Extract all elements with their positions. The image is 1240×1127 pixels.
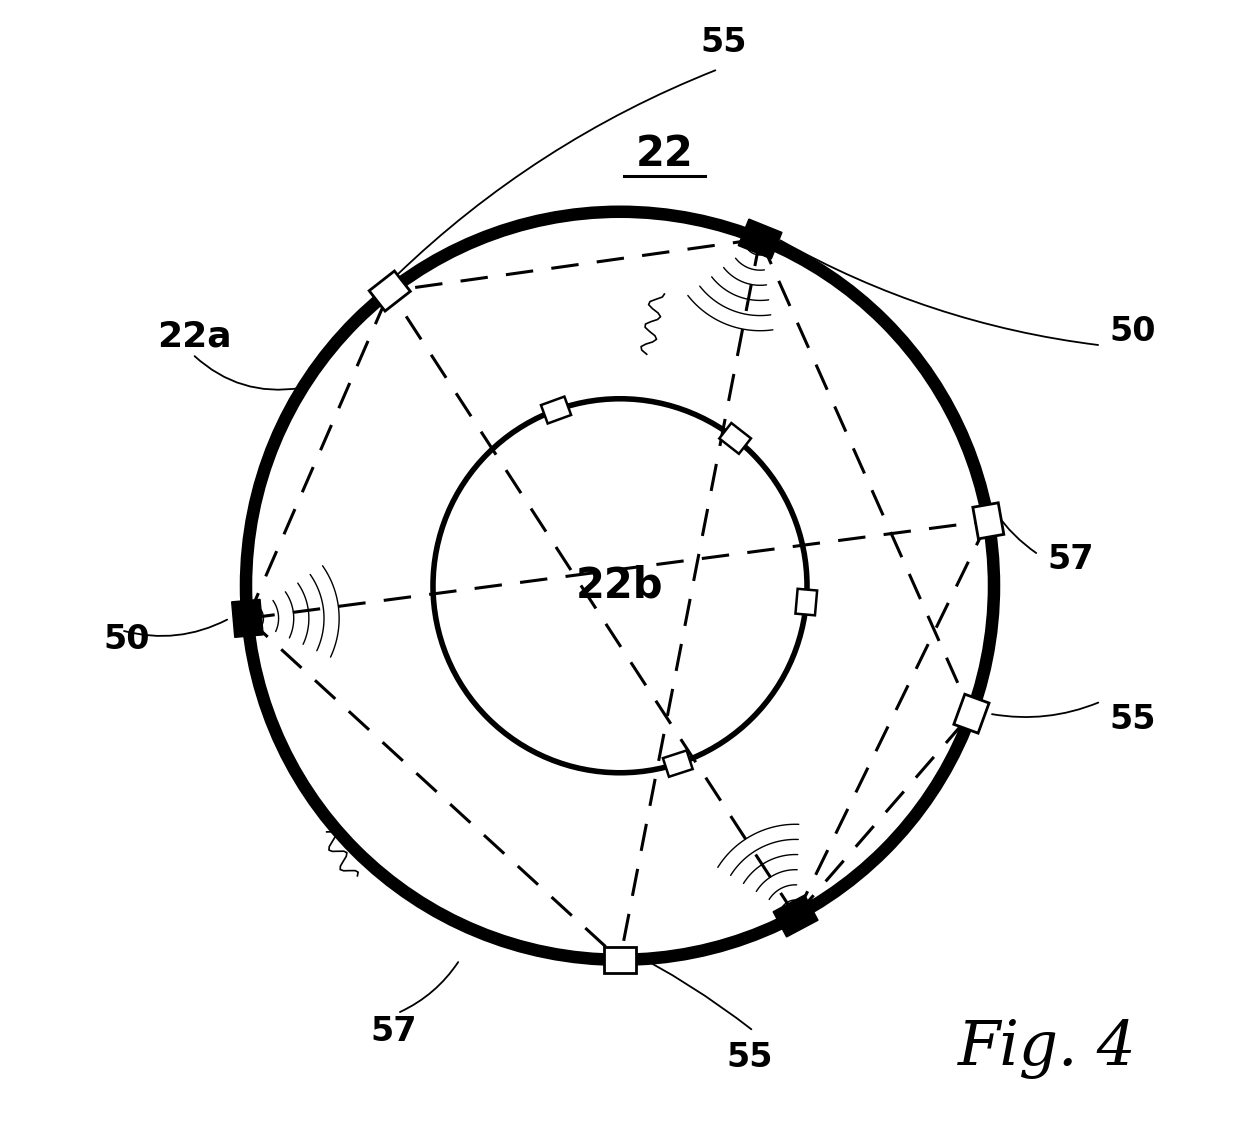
Polygon shape	[738, 219, 782, 259]
Polygon shape	[663, 751, 693, 777]
Polygon shape	[973, 503, 1004, 539]
Text: 55: 55	[1110, 703, 1156, 736]
Text: Fig. 4: Fig. 4	[957, 1019, 1137, 1079]
Polygon shape	[541, 397, 572, 424]
Polygon shape	[774, 895, 818, 937]
Text: 50: 50	[1110, 316, 1156, 348]
Polygon shape	[954, 694, 990, 734]
Text: 57: 57	[371, 1014, 417, 1047]
Text: 22a: 22a	[157, 319, 232, 354]
Text: 57: 57	[1048, 542, 1094, 576]
Text: 50: 50	[103, 623, 150, 656]
Polygon shape	[370, 270, 410, 311]
Polygon shape	[795, 588, 817, 615]
Polygon shape	[232, 600, 263, 638]
Polygon shape	[604, 947, 636, 973]
Polygon shape	[719, 423, 751, 454]
Text: 55: 55	[701, 26, 746, 59]
Text: 55: 55	[727, 1041, 774, 1074]
Text: 22b: 22b	[577, 565, 663, 606]
Text: 22: 22	[636, 133, 693, 175]
